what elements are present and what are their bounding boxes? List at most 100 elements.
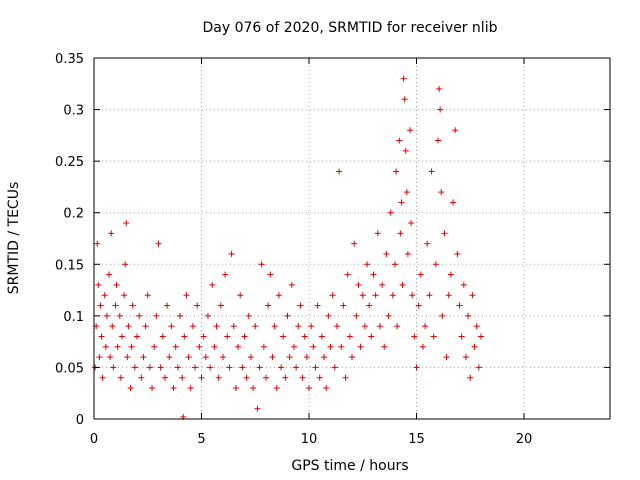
data-point xyxy=(228,250,235,257)
data-point xyxy=(282,374,289,381)
data-point xyxy=(117,374,124,381)
data-point xyxy=(106,271,113,278)
data-point xyxy=(177,312,183,319)
data-point xyxy=(204,312,211,319)
data-point xyxy=(243,374,250,381)
data-point xyxy=(329,292,336,299)
data-point xyxy=(471,343,478,350)
data-point xyxy=(288,281,295,288)
grid xyxy=(94,58,610,419)
data-point xyxy=(399,281,406,288)
data-point xyxy=(403,189,410,196)
y-tick-label: 0.25 xyxy=(55,155,84,170)
data-point xyxy=(144,292,151,299)
data-point xyxy=(121,292,128,299)
data-point xyxy=(112,302,119,309)
data-point xyxy=(101,292,108,299)
data-point xyxy=(407,127,414,134)
data-point xyxy=(131,364,138,371)
data-point xyxy=(441,230,448,237)
data-point xyxy=(284,312,291,319)
data-point xyxy=(318,333,325,340)
data-point xyxy=(379,281,386,288)
data-point xyxy=(426,292,433,299)
data-point xyxy=(192,364,199,371)
data-point xyxy=(142,323,149,330)
data-point xyxy=(187,385,194,392)
data-point xyxy=(98,333,105,340)
data-point xyxy=(232,385,239,392)
chart-title: Day 076 of 2020, SRMTID for receiver nli… xyxy=(203,20,498,36)
data-point xyxy=(159,333,166,340)
data-point xyxy=(359,292,366,299)
data-point xyxy=(157,364,164,371)
data-point xyxy=(215,374,222,381)
data-point xyxy=(383,250,390,257)
data-point xyxy=(222,271,229,278)
data-point xyxy=(122,261,129,268)
data-point xyxy=(439,312,446,319)
data-point xyxy=(308,323,315,330)
data-point xyxy=(355,281,362,288)
data-point xyxy=(168,323,175,330)
data-point xyxy=(473,323,480,330)
y-tick-label: 0.3 xyxy=(63,104,84,119)
data-point xyxy=(224,333,231,340)
data-points xyxy=(92,75,484,420)
data-point xyxy=(408,220,415,227)
data-point xyxy=(183,292,190,299)
data-point xyxy=(450,199,457,206)
data-point xyxy=(310,343,317,350)
data-point xyxy=(207,364,214,371)
data-point xyxy=(103,312,110,319)
data-point xyxy=(172,343,179,350)
data-point xyxy=(161,374,168,381)
data-point xyxy=(230,323,237,330)
y-tick-label: 0.15 xyxy=(55,258,84,273)
data-point xyxy=(303,354,310,361)
data-point xyxy=(250,385,257,392)
data-point xyxy=(428,168,435,175)
data-point xyxy=(460,281,467,288)
data-point xyxy=(202,354,209,361)
data-point xyxy=(217,302,224,309)
data-point xyxy=(346,333,353,340)
data-point xyxy=(353,312,360,319)
data-point xyxy=(465,312,472,319)
data-point xyxy=(237,292,244,299)
data-point xyxy=(138,374,145,381)
data-point xyxy=(438,189,445,196)
data-point xyxy=(181,333,188,340)
data-point xyxy=(278,364,285,371)
data-point xyxy=(151,343,158,350)
data-point xyxy=(258,261,265,268)
data-point xyxy=(394,323,401,330)
data-point xyxy=(113,281,120,288)
data-point xyxy=(413,364,420,371)
y-tick-label: 0.1 xyxy=(63,310,84,325)
data-point xyxy=(271,323,278,330)
data-point xyxy=(349,354,355,361)
data-point xyxy=(430,333,437,340)
data-point xyxy=(452,127,459,134)
data-point xyxy=(189,323,196,330)
data-point xyxy=(424,240,431,247)
y-tick-labels: 0 0.05 0.1 0.15 0.2 0.25 0.3 0.35 xyxy=(55,52,84,428)
data-point xyxy=(235,343,242,350)
data-point xyxy=(247,354,254,361)
data-point xyxy=(338,343,345,350)
data-point xyxy=(478,333,484,340)
data-point xyxy=(295,323,302,330)
data-point xyxy=(409,292,416,299)
data-point xyxy=(252,323,259,330)
data-point xyxy=(314,302,321,309)
data-point xyxy=(333,323,340,330)
data-point xyxy=(263,374,269,381)
data-point xyxy=(401,96,408,103)
y-tick-label: 0 xyxy=(76,413,84,428)
data-point xyxy=(166,354,173,361)
data-point xyxy=(469,292,476,299)
data-point xyxy=(475,364,482,371)
data-point xyxy=(194,302,201,309)
